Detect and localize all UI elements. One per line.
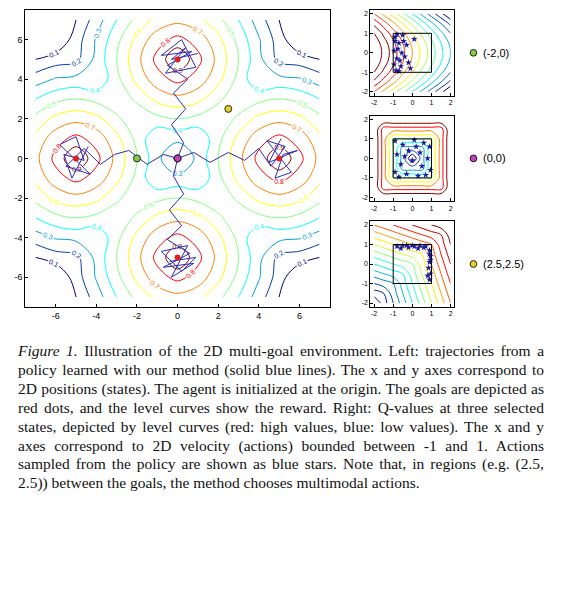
svg-text:-2: -2: [14, 193, 22, 203]
svg-text:0.2: 0.2: [70, 57, 82, 68]
svg-text:-2: -2: [371, 205, 377, 212]
svg-text:0: 0: [410, 99, 414, 106]
svg-text:0: 0: [410, 310, 414, 317]
svg-text:-4: -4: [14, 233, 22, 243]
svg-text:0.5: 0.5: [142, 201, 154, 212]
svg-text:0.2: 0.2: [273, 57, 285, 68]
svg-text:-1: -1: [362, 69, 368, 76]
svg-text:4: 4: [17, 74, 22, 84]
svg-text:0.1: 0.1: [296, 49, 308, 60]
svg-text:2: 2: [364, 221, 368, 228]
svg-text:0.1: 0.1: [48, 48, 60, 59]
svg-text:1: 1: [430, 205, 434, 212]
svg-text:0: 0: [17, 154, 22, 164]
svg-text:0.5: 0.5: [225, 26, 236, 38]
svg-text:0.5: 0.5: [296, 99, 308, 109]
svg-text:0.4: 0.4: [254, 222, 265, 231]
svg-text:0.3: 0.3: [92, 27, 102, 39]
svg-text:-1: -1: [390, 205, 396, 212]
svg-text:2: 2: [216, 311, 221, 321]
svg-text:0.1: 0.1: [296, 257, 308, 268]
svg-text:2: 2: [449, 310, 453, 317]
svg-text:4: 4: [256, 311, 261, 321]
svg-text:-6: -6: [14, 272, 22, 282]
svg-text:0.7: 0.7: [291, 123, 303, 134]
svg-text:2: 2: [364, 10, 368, 17]
svg-text:0.9: 0.9: [274, 144, 284, 152]
svg-text:0.4: 0.4: [89, 86, 100, 94]
svg-text:0.8: 0.8: [184, 268, 196, 280]
svg-text:0.2: 0.2: [70, 249, 82, 260]
svg-text:0: 0: [364, 155, 368, 162]
svg-text:6: 6: [297, 311, 302, 321]
svg-text:0.9: 0.9: [172, 243, 182, 251]
svg-text:0.3: 0.3: [301, 231, 313, 241]
svg-text:-2: -2: [371, 310, 377, 317]
svg-text:-1: -1: [362, 280, 368, 287]
svg-text:0.8: 0.8: [159, 37, 171, 49]
svg-text:0: 0: [364, 49, 368, 56]
svg-text:-1: -1: [390, 99, 396, 106]
svg-text:1: 1: [364, 135, 368, 142]
html-text:Illustration of the 2D multi-g: Illustration of the 2D multi-goal enviro…: [18, 342, 544, 492]
svg-text:-2: -2: [133, 311, 141, 321]
svg-text:0.6: 0.6: [298, 193, 310, 204]
svg-text:-4: -4: [92, 311, 100, 321]
svg-text:-1: -1: [390, 310, 396, 317]
svg-text:(2.5,2.5): (2.5,2.5): [483, 258, 524, 270]
svg-text:1: 1: [430, 310, 434, 317]
svg-text:-2: -2: [362, 194, 368, 201]
svg-text:2: 2: [449, 99, 453, 106]
svg-text:0.8: 0.8: [51, 142, 63, 154]
svg-text:0.3: 0.3: [301, 76, 313, 86]
html-text:Figure 1.: Figure 1.: [18, 342, 78, 359]
svg-text:0: 0: [364, 260, 368, 267]
svg-text:-2: -2: [371, 99, 377, 106]
svg-text:-1: -1: [362, 174, 368, 181]
svg-text:0: 0: [410, 205, 414, 212]
svg-text:(0,0): (0,0): [483, 152, 506, 164]
svg-text:0.5: 0.5: [46, 99, 58, 110]
svg-text:(-2,0): (-2,0): [483, 47, 509, 59]
svg-text:1: 1: [430, 99, 434, 106]
svg-text:0.4: 0.4: [173, 127, 183, 134]
svg-text:0.6: 0.6: [192, 209, 204, 219]
svg-text:2: 2: [17, 114, 22, 124]
svg-text:0.6: 0.6: [48, 196, 60, 207]
svg-text:0.9: 0.9: [173, 67, 183, 75]
svg-text:0.6: 0.6: [132, 27, 144, 39]
svg-text:0: 0: [175, 311, 180, 321]
svg-text:0.2: 0.2: [273, 249, 285, 260]
svg-text:-2: -2: [362, 299, 368, 306]
svg-text:0.9: 0.9: [72, 165, 83, 173]
svg-text:-2: -2: [362, 88, 368, 95]
svg-text:0.4: 0.4: [91, 222, 102, 232]
svg-text:0.1: 0.1: [48, 258, 60, 269]
svg-text:0.8: 0.8: [274, 178, 284, 185]
svg-text:0.4: 0.4: [254, 86, 265, 95]
svg-text:1: 1: [364, 241, 368, 248]
svg-text:0.7: 0.7: [149, 279, 161, 290]
svg-text:6: 6: [17, 35, 22, 45]
svg-text:1: 1: [364, 30, 368, 37]
svg-text:2: 2: [449, 205, 453, 212]
svg-text:0.3: 0.3: [42, 231, 54, 241]
svg-text:0.3: 0.3: [173, 170, 183, 177]
svg-text:-6: -6: [52, 311, 60, 321]
svg-text:2: 2: [364, 116, 368, 123]
svg-text:0.7: 0.7: [192, 25, 204, 36]
svg-text:0.7: 0.7: [84, 121, 96, 131]
